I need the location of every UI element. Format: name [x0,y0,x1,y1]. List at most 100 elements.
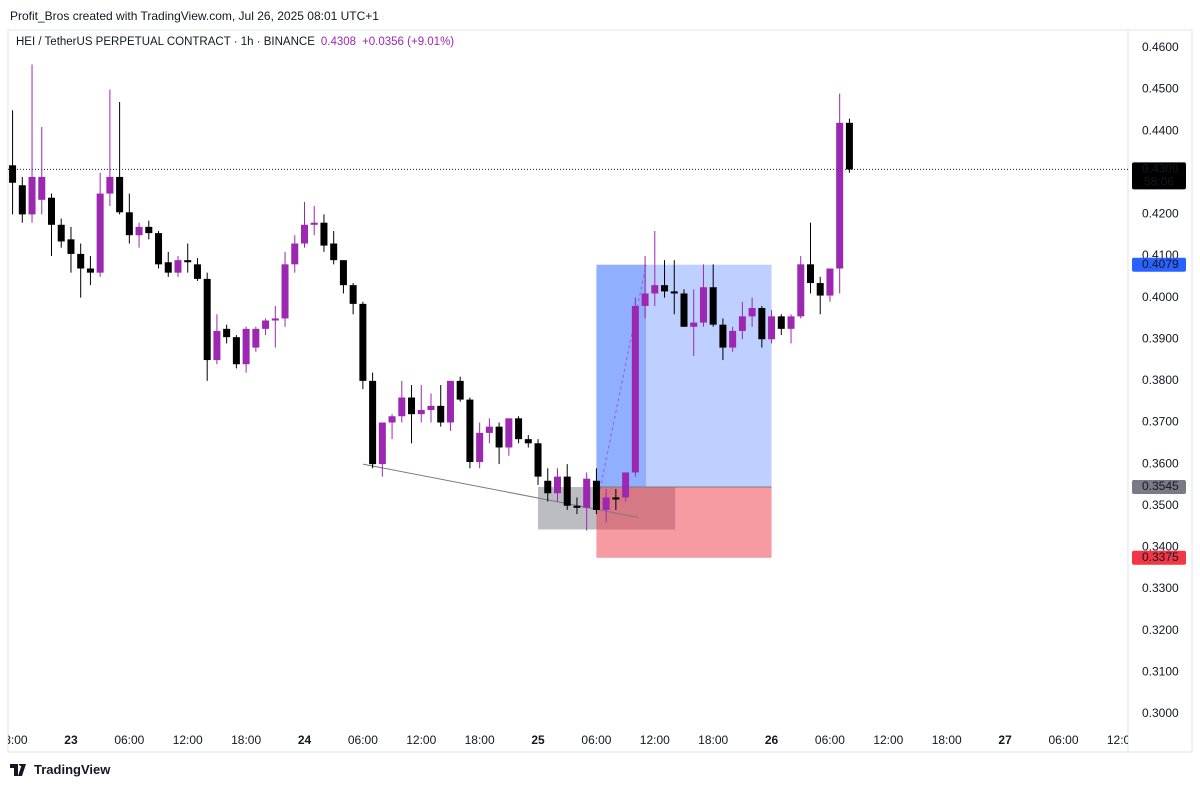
trend-line [362,463,639,518]
candle-body [300,224,308,244]
footer: TradingView [10,762,110,777]
price-badge [1132,257,1186,272]
candle-body [135,226,143,236]
candle-body [310,222,318,225]
candle-body [116,176,124,213]
price-badge-label: 0.4079 [1142,257,1179,271]
x-tick-label: 06:00 [581,733,611,747]
candle-body [155,233,163,265]
candle-body [427,405,435,411]
x-tick-label: 25 [531,733,545,747]
candle-body [602,497,610,510]
y-tick-label: 0.3300 [1142,581,1179,595]
candle-body [164,262,172,273]
candle-body [28,176,36,215]
symbol: HEI / TetherUS PERPETUAL CONTRACT · 1h ·… [16,36,315,48]
candle-body [758,308,766,340]
candle-body [806,264,814,284]
candle-body [680,293,688,327]
y-tick-label: 0.4000 [1142,290,1179,304]
candle-body [96,193,104,273]
candle-body [466,399,474,463]
candle-body [77,253,85,269]
candle-body [505,418,513,448]
candle-body [174,260,182,273]
candle-body [845,122,853,170]
candle-body [446,380,454,423]
x-tick-label: 06:00 [114,733,144,747]
last-price: 0.4308 [320,36,357,48]
candle-body [223,328,231,338]
candle-body [826,268,834,296]
candle-body [57,224,65,242]
candle-body [719,324,727,348]
candle-body [797,264,805,317]
candle-body [398,397,406,417]
candle-body [232,337,240,365]
candle-body [320,222,328,246]
candle-body [339,260,347,286]
candle-body [125,212,133,236]
candle-body [203,278,211,361]
x-tick-label: 06:00 [815,733,845,747]
stop-zone [596,487,772,558]
y-tick-label: 0.3200 [1142,623,1179,637]
candle-body [485,426,493,433]
y-tick-label: 0.4600 [1142,40,1179,54]
candle-body [330,243,338,261]
candle-body [768,316,776,340]
legend: HEI / TetherUS PERPETUAL CONTRACT · 1h ·… [16,36,454,48]
y-tick-label: 0.3900 [1142,331,1179,345]
candle-body [729,330,737,348]
candle-body [213,330,221,361]
x-tick-label: 06:00 [348,733,378,747]
candle-body [184,260,192,263]
candle-body [417,410,425,415]
candle-body [592,480,600,510]
x-tick-label: 26 [765,733,779,747]
candle-body [690,322,698,327]
y-tick-label: 0.4500 [1142,82,1179,96]
candle-body [252,328,260,348]
y-tick-label: 0.3700 [1142,415,1179,429]
candle-body [349,285,357,304]
candle-body [524,439,532,444]
x-tick-label: 18:00 [0,733,28,747]
price-badge-label: 0.4308 [1142,162,1179,176]
candle-body [408,397,416,415]
frame [7,29,1193,753]
candle-body [777,316,785,329]
candle-body [544,480,552,494]
candle-body [622,472,630,498]
candle-body [86,268,94,273]
logo [10,763,26,776]
candle-body [456,380,464,400]
candle-body [18,185,26,215]
candle-body [748,308,756,317]
x-tick-label: 27 [998,733,1012,747]
candle-body [661,285,669,292]
candle-body [573,505,581,508]
candle-body [271,318,279,321]
price-badge [1132,162,1186,190]
candle-body [495,426,503,448]
countdown: 58:06 [1144,175,1174,189]
candle-body [193,264,201,279]
candle-body [670,291,678,294]
candle-body [641,293,649,306]
candle-body [9,165,17,183]
candle-body [38,176,46,200]
x-tick-label: 12:00 [406,733,436,747]
price-badge [1132,480,1186,495]
candle-body [67,239,75,254]
candle-body [515,418,523,440]
x-tick-label: 18:00 [465,733,495,747]
header: Profit_Bros created with TradingView.com… [10,9,379,23]
candle-body [553,476,561,494]
x-tick-label: 12:00 [173,733,203,747]
y-tick-label: 0.3100 [1142,664,1179,678]
candle-body [437,405,445,423]
candle-body [291,243,299,265]
